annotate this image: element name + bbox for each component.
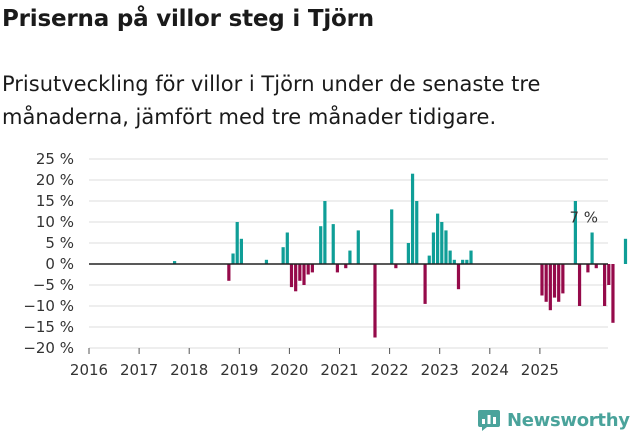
bar [611, 264, 615, 323]
bar [239, 238, 243, 264]
bar [356, 230, 360, 264]
bar [456, 264, 461, 290]
bar [552, 264, 557, 298]
x-tick-label: 2024 [471, 361, 509, 379]
bar [294, 264, 298, 292]
bar [461, 259, 465, 264]
bar [406, 243, 410, 264]
bar [431, 232, 436, 264]
bar [577, 264, 582, 306]
bar [319, 226, 323, 264]
bar [594, 264, 598, 269]
bar [540, 264, 544, 296]
bar [298, 264, 302, 281]
bar [335, 264, 340, 273]
brand-name: Newsworthy [507, 409, 630, 431]
y-tick-label: −5 % [33, 276, 74, 294]
bar [285, 232, 289, 264]
chart-title: Priserna på villor steg i Tjörn [2, 6, 374, 32]
bar [231, 253, 235, 264]
y-tick-label: 10 % [36, 213, 74, 231]
bar [452, 259, 456, 264]
bar [603, 264, 607, 306]
x-tick-label: 2017 [120, 361, 158, 379]
bar [310, 264, 314, 273]
bar [410, 173, 415, 264]
bar [465, 259, 469, 264]
bar [373, 264, 377, 338]
bar [394, 264, 398, 269]
bar [331, 224, 335, 264]
newsworthy-logo: Newsworthy [477, 408, 630, 432]
bar [323, 201, 327, 264]
latest-value-annotation: 7 % [569, 209, 598, 227]
y-tick-label: 20 % [36, 171, 74, 189]
bar [623, 238, 628, 264]
bar [448, 250, 452, 264]
bar [302, 264, 306, 285]
x-tick-label: 2019 [220, 361, 258, 379]
bar [561, 264, 565, 294]
x-tick-label: 2021 [320, 361, 358, 379]
bar [289, 264, 294, 288]
bar [306, 264, 310, 275]
bar [235, 222, 239, 264]
y-tick-label: 15 % [36, 192, 74, 210]
y-tick-label: 5 % [45, 234, 74, 252]
x-tick-label: 2022 [371, 361, 409, 379]
bar [344, 264, 348, 269]
y-tick-label: −15 % [23, 318, 74, 336]
x-tick-label: 2023 [421, 361, 459, 379]
bar [348, 250, 352, 264]
y-tick-label: 25 % [36, 150, 74, 168]
bar [281, 247, 285, 264]
x-tick-label: 2016 [70, 361, 108, 379]
bar [444, 230, 448, 264]
bar [469, 250, 473, 264]
bar [607, 264, 611, 285]
bar [436, 213, 440, 264]
chart-subtitle: Prisutveckling för villor i Tjörn under … [2, 72, 541, 129]
bar [415, 201, 419, 264]
bar [423, 264, 427, 304]
bar [548, 264, 552, 311]
bar [590, 232, 594, 264]
y-tick-label: −20 % [23, 339, 74, 357]
bar [544, 264, 548, 302]
bar [557, 264, 561, 302]
x-tick-label: 2025 [521, 361, 559, 379]
bar [172, 261, 177, 264]
y-tick-label: 0 % [45, 255, 74, 273]
bar [427, 255, 431, 264]
x-tick-label: 2020 [270, 361, 308, 379]
bar [440, 222, 444, 264]
bar [390, 209, 394, 264]
bar [227, 264, 231, 281]
bar [586, 264, 590, 273]
y-tick-label: −10 % [23, 297, 74, 315]
newsworthy-icon [478, 410, 500, 431]
bar [264, 259, 269, 264]
bar [573, 201, 577, 264]
x-tick-label: 2018 [170, 361, 208, 379]
